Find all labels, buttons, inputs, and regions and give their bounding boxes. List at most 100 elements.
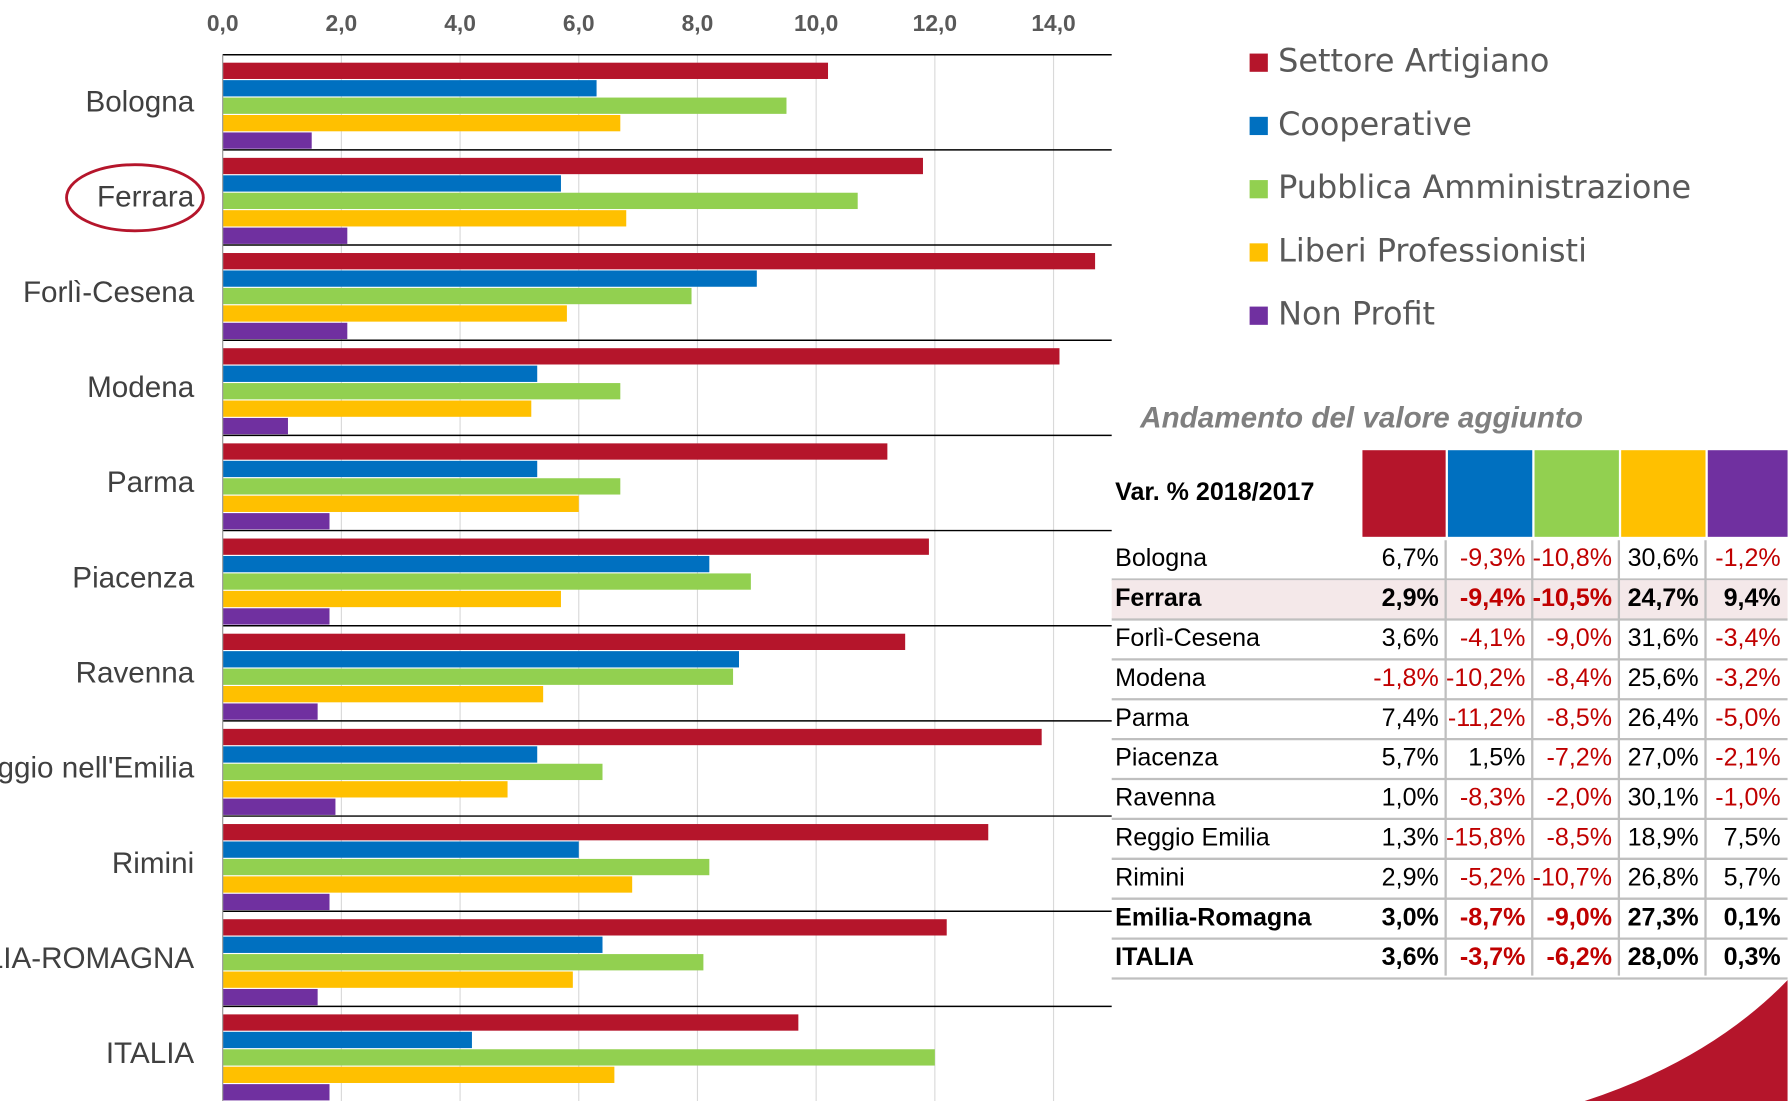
bar xyxy=(222,62,829,79)
x-tick-label: 12,0 xyxy=(913,10,957,36)
category-label: Ferrara xyxy=(97,181,195,214)
bar xyxy=(222,132,312,149)
bar xyxy=(222,1084,330,1101)
table-title: Andamento del valore aggiunto xyxy=(1139,401,1583,434)
table-cell: -6,2% xyxy=(1547,943,1612,971)
header-swatch xyxy=(1707,450,1788,537)
legend-label: Cooperative xyxy=(1278,105,1472,143)
category-label: EMILIA-ROMAGNA xyxy=(0,942,194,975)
bar xyxy=(222,443,888,460)
bar xyxy=(222,824,989,841)
category-label: Ravenna xyxy=(76,657,195,690)
table-cell: -10,2% xyxy=(1446,664,1525,692)
row-name: Rimini xyxy=(1115,863,1185,891)
bar xyxy=(222,763,603,781)
table-cell: -9,0% xyxy=(1547,624,1612,652)
row-name: Emilia-Romagna xyxy=(1115,903,1312,931)
table-cell: 30,6% xyxy=(1628,544,1699,572)
x-tick-label: 10,0 xyxy=(794,10,838,36)
table-cell: -9,3% xyxy=(1460,544,1525,572)
table-cell: -5,2% xyxy=(1460,863,1525,891)
table-header: Var. % 2018/2017 xyxy=(1115,478,1314,506)
bar xyxy=(222,728,1042,746)
x-tick-label: 4,0 xyxy=(444,10,476,36)
table-cell: -8,7% xyxy=(1460,903,1525,931)
table-cell: 7,5% xyxy=(1724,823,1781,851)
x-tick-label: 14,0 xyxy=(1031,10,1075,36)
legend-label: Settore Artigiano xyxy=(1278,42,1549,80)
bar xyxy=(222,287,692,305)
table-cell: 18,9% xyxy=(1628,823,1699,851)
bar xyxy=(222,841,579,858)
table-cell: -1,8% xyxy=(1373,664,1438,692)
table-cell: -8,5% xyxy=(1547,704,1612,732)
row-name: Forlì-Cesena xyxy=(1115,624,1260,652)
table-cell: -10,8% xyxy=(1533,544,1612,572)
legend-swatch xyxy=(1249,306,1268,325)
bar xyxy=(222,80,597,97)
row-name: ITALIA xyxy=(1115,943,1194,971)
legend-label: Liberi Professionisti xyxy=(1278,231,1587,269)
table-cell: 26,4% xyxy=(1628,704,1699,732)
bar xyxy=(222,227,348,244)
table-cell: 1,0% xyxy=(1382,784,1439,812)
table-cell: 3,6% xyxy=(1382,624,1439,652)
table-cell: 2,9% xyxy=(1382,863,1439,891)
header-swatch xyxy=(1534,450,1619,537)
row-name: Bologna xyxy=(1115,544,1207,572)
bar xyxy=(222,893,330,911)
table-cell: -8,4% xyxy=(1547,664,1612,692)
bar xyxy=(222,348,1060,365)
header-swatch xyxy=(1362,450,1446,537)
bar xyxy=(222,322,348,340)
category-label: Piacenza xyxy=(72,561,194,594)
table-cell: 6,7% xyxy=(1382,544,1439,572)
table-cell: -7,2% xyxy=(1547,744,1612,772)
bar xyxy=(222,1066,615,1083)
row-name: Parma xyxy=(1115,704,1189,732)
bar xyxy=(222,1049,935,1066)
table-cell: -2,0% xyxy=(1547,784,1612,812)
table-cell: 7,4% xyxy=(1382,704,1439,732)
bar xyxy=(222,157,923,175)
table-cell: 1,5% xyxy=(1468,744,1525,772)
bar xyxy=(222,651,740,668)
table-cell: -15,8% xyxy=(1446,823,1525,851)
legend-swatch xyxy=(1249,53,1268,72)
bar xyxy=(222,573,751,590)
row-name: Piacenza xyxy=(1115,744,1218,772)
bar xyxy=(222,115,621,132)
bar xyxy=(222,954,704,971)
category-label: Parma xyxy=(107,466,195,499)
category-label: Forlì-Cesena xyxy=(23,276,195,309)
decoration xyxy=(1584,980,1788,1101)
table-cell: -5,0% xyxy=(1715,704,1780,732)
bar xyxy=(222,668,734,685)
bar xyxy=(222,253,1096,270)
table-cell: -8,3% xyxy=(1460,784,1525,812)
legend-swatch xyxy=(1249,116,1268,136)
bar xyxy=(222,781,508,798)
bar xyxy=(222,936,603,953)
legend-swatch xyxy=(1249,243,1268,262)
table-cell: -10,7% xyxy=(1533,863,1612,891)
table-cell: -8,5% xyxy=(1547,823,1612,851)
bar xyxy=(222,175,561,192)
bar xyxy=(222,478,621,495)
table-cell: -3,7% xyxy=(1460,943,1525,971)
bar xyxy=(222,703,318,720)
category-label: Rimini xyxy=(112,847,194,880)
table-cell: 24,7% xyxy=(1628,584,1699,612)
row-name: Ravenna xyxy=(1115,784,1215,812)
x-tick-label: 2,0 xyxy=(326,10,358,36)
table-cell: 27,3% xyxy=(1628,903,1699,931)
bar xyxy=(222,383,621,400)
table-cell: 0,3% xyxy=(1724,943,1781,971)
bar xyxy=(222,305,567,322)
table-cell: 27,0% xyxy=(1628,744,1699,772)
table-cell: 3,6% xyxy=(1382,943,1439,971)
category-label: Reggio nell'Emilia xyxy=(0,752,195,785)
bar xyxy=(222,1031,472,1049)
table-cell: -1,0% xyxy=(1715,784,1780,812)
